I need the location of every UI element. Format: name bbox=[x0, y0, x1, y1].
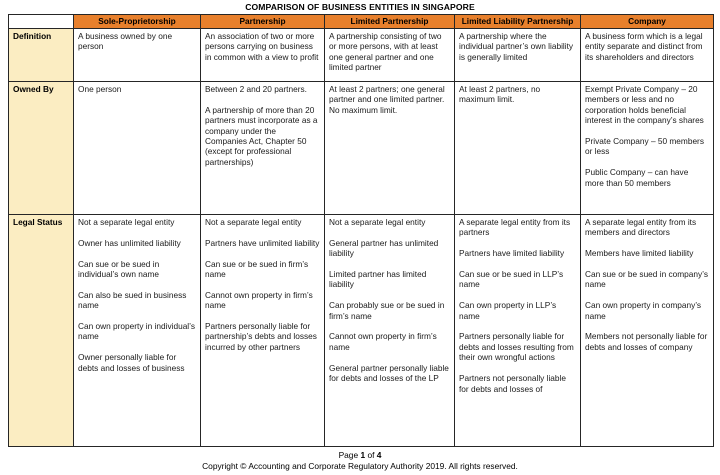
header-row: Sole-Proprietorship Partnership Limited … bbox=[8, 14, 714, 29]
page-number-of: of bbox=[365, 450, 377, 460]
cell-owned-by-limited-liability-partnership: At least 2 partners, no maximum limit. bbox=[454, 81, 581, 215]
cell-owned-by-partnership: Between 2 and 20 partners. A partnership… bbox=[200, 81, 325, 215]
cell-definition-limited-partnership: A partnership consisting of two or more … bbox=[324, 28, 455, 82]
page-number-current: 1 bbox=[360, 450, 366, 460]
row-label-legal-status: Legal Status bbox=[8, 214, 74, 447]
cell-definition-limited-liability-partnership: A partnership where the individual partn… bbox=[454, 28, 581, 82]
copyright-notice: Copyright © Accounting and Corporate Reg… bbox=[202, 461, 518, 471]
cell-owned-by-sole-proprietorship: One person bbox=[73, 81, 201, 215]
cell-definition-partnership: An association of two or more persons ca… bbox=[200, 28, 325, 82]
page-number-total: 4 bbox=[376, 450, 382, 460]
column-header-company: Company bbox=[580, 14, 714, 29]
corner-cell bbox=[8, 14, 74, 29]
column-header-limited-liability-partnership: Limited Liability Partnership bbox=[454, 14, 581, 29]
cell-legal-status-company: A separate legal entity from its members… bbox=[580, 214, 714, 447]
cell-legal-status-limited-liability-partnership: A separate legal entity from its partner… bbox=[454, 214, 581, 447]
cell-owned-by-limited-partnership: At least 2 partners; one general partner… bbox=[324, 81, 455, 215]
row-label-owned-by: Owned By bbox=[8, 81, 74, 215]
cell-definition-company: A business form which is a legal entity … bbox=[580, 28, 714, 82]
table-row-owned-by: Owned By One person Between 2 and 20 par… bbox=[8, 81, 714, 215]
page-number-prefix: Page bbox=[338, 450, 361, 460]
comparison-table: Sole-Proprietorship Partnership Limited … bbox=[8, 14, 714, 447]
cell-legal-status-sole-proprietorship: Not a separate legal entity Owner has un… bbox=[73, 214, 201, 447]
table-row-definition: Definition A business owned by one perso… bbox=[8, 28, 714, 82]
cell-definition-sole-proprietorship: A business owned by one person bbox=[73, 28, 201, 82]
page-number: Page 1 of 4 bbox=[0, 450, 720, 460]
page-footer: Page 1 of 4 Copyright © Accounting and C… bbox=[0, 450, 720, 471]
column-header-sole-proprietorship: Sole-Proprietorship bbox=[73, 14, 201, 29]
column-header-limited-partnership: Limited Partnership bbox=[324, 14, 455, 29]
page-title: COMPARISON OF BUSINESS ENTITIES IN SINGA… bbox=[245, 2, 475, 12]
row-label-definition: Definition bbox=[8, 28, 74, 82]
column-header-partnership: Partnership bbox=[200, 14, 325, 29]
table-row-legal-status: Legal Status Not a separate legal entity… bbox=[8, 214, 714, 447]
cell-legal-status-limited-partnership: Not a separate legal entity General part… bbox=[324, 214, 455, 447]
cell-owned-by-company: Exempt Private Company – 20 members or l… bbox=[580, 81, 714, 215]
cell-legal-status-partnership: Not a separate legal entity Partners hav… bbox=[200, 214, 325, 447]
